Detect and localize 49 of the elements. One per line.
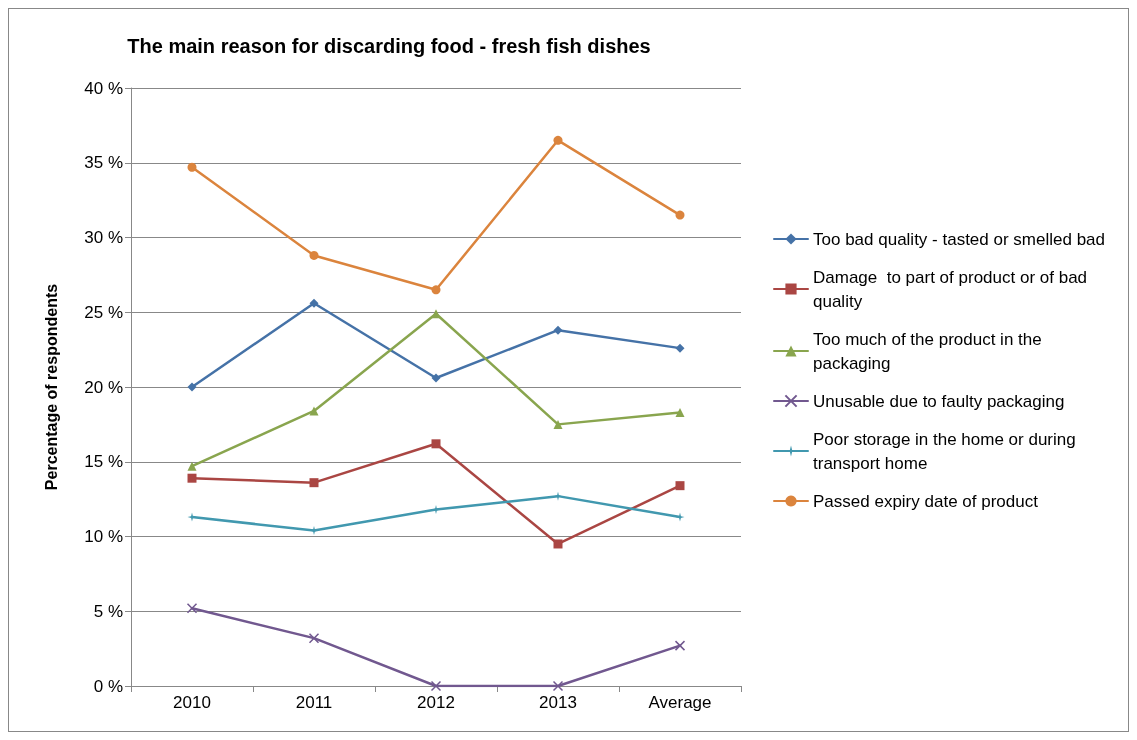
y-tick-label: 40 % bbox=[84, 78, 123, 98]
point bbox=[186, 603, 198, 614]
point bbox=[553, 135, 563, 145]
point bbox=[553, 325, 563, 335]
y-axis-title: Percentage of respondents bbox=[42, 283, 60, 491]
y-tick-label: 20 % bbox=[84, 377, 123, 397]
y-tick-label: 25 % bbox=[84, 302, 123, 322]
y-tick-label: 5 % bbox=[93, 601, 123, 621]
point bbox=[431, 309, 441, 319]
point bbox=[309, 406, 319, 416]
point bbox=[309, 250, 319, 260]
y-tick-label: 15 % bbox=[84, 452, 123, 472]
point bbox=[674, 640, 686, 651]
point bbox=[675, 481, 685, 491]
x-tick-label: 2011 bbox=[295, 693, 333, 712]
point bbox=[552, 680, 564, 692]
y-tick-label: 10 % bbox=[84, 527, 123, 546]
x-tick-label: 2010 bbox=[173, 693, 211, 712]
legend-label: Unusable due to faulty packaging bbox=[813, 391, 1065, 411]
point bbox=[187, 382, 197, 392]
point bbox=[430, 680, 442, 692]
point bbox=[187, 461, 197, 471]
legend-label: Too much of the product in the packaging bbox=[813, 329, 1047, 373]
y-tick-label: 35 % bbox=[84, 153, 123, 173]
point bbox=[675, 210, 685, 220]
legend-label: Too bad quality - tasted or smelled bad bbox=[813, 229, 1106, 249]
y-tick-label: 0 % bbox=[93, 676, 123, 696]
point bbox=[309, 298, 319, 308]
point bbox=[553, 539, 563, 549]
point bbox=[675, 512, 685, 522]
point bbox=[431, 285, 441, 295]
point bbox=[675, 407, 685, 417]
x-tick-label: Average bbox=[648, 693, 712, 712]
y-tick-label: 30 % bbox=[84, 228, 123, 247]
point bbox=[187, 162, 197, 172]
point bbox=[308, 632, 320, 644]
point bbox=[309, 478, 319, 488]
point bbox=[187, 473, 197, 483]
legend-label: Poor storage in the home or during transport home bbox=[813, 429, 1081, 473]
point bbox=[675, 343, 685, 353]
chart-title: The main reason for discarding food - fresh fish dishes bbox=[127, 35, 651, 57]
point bbox=[187, 512, 197, 522]
x-tick-label: 2013 bbox=[539, 693, 577, 712]
point bbox=[431, 373, 441, 383]
point bbox=[431, 439, 441, 449]
point bbox=[553, 419, 563, 429]
legend-label: Passed expiry date of product bbox=[813, 491, 1039, 511]
x-tick-label: 2012 bbox=[417, 693, 455, 712]
legend-label: Damage to part of product or of bad quality bbox=[813, 267, 1092, 311]
